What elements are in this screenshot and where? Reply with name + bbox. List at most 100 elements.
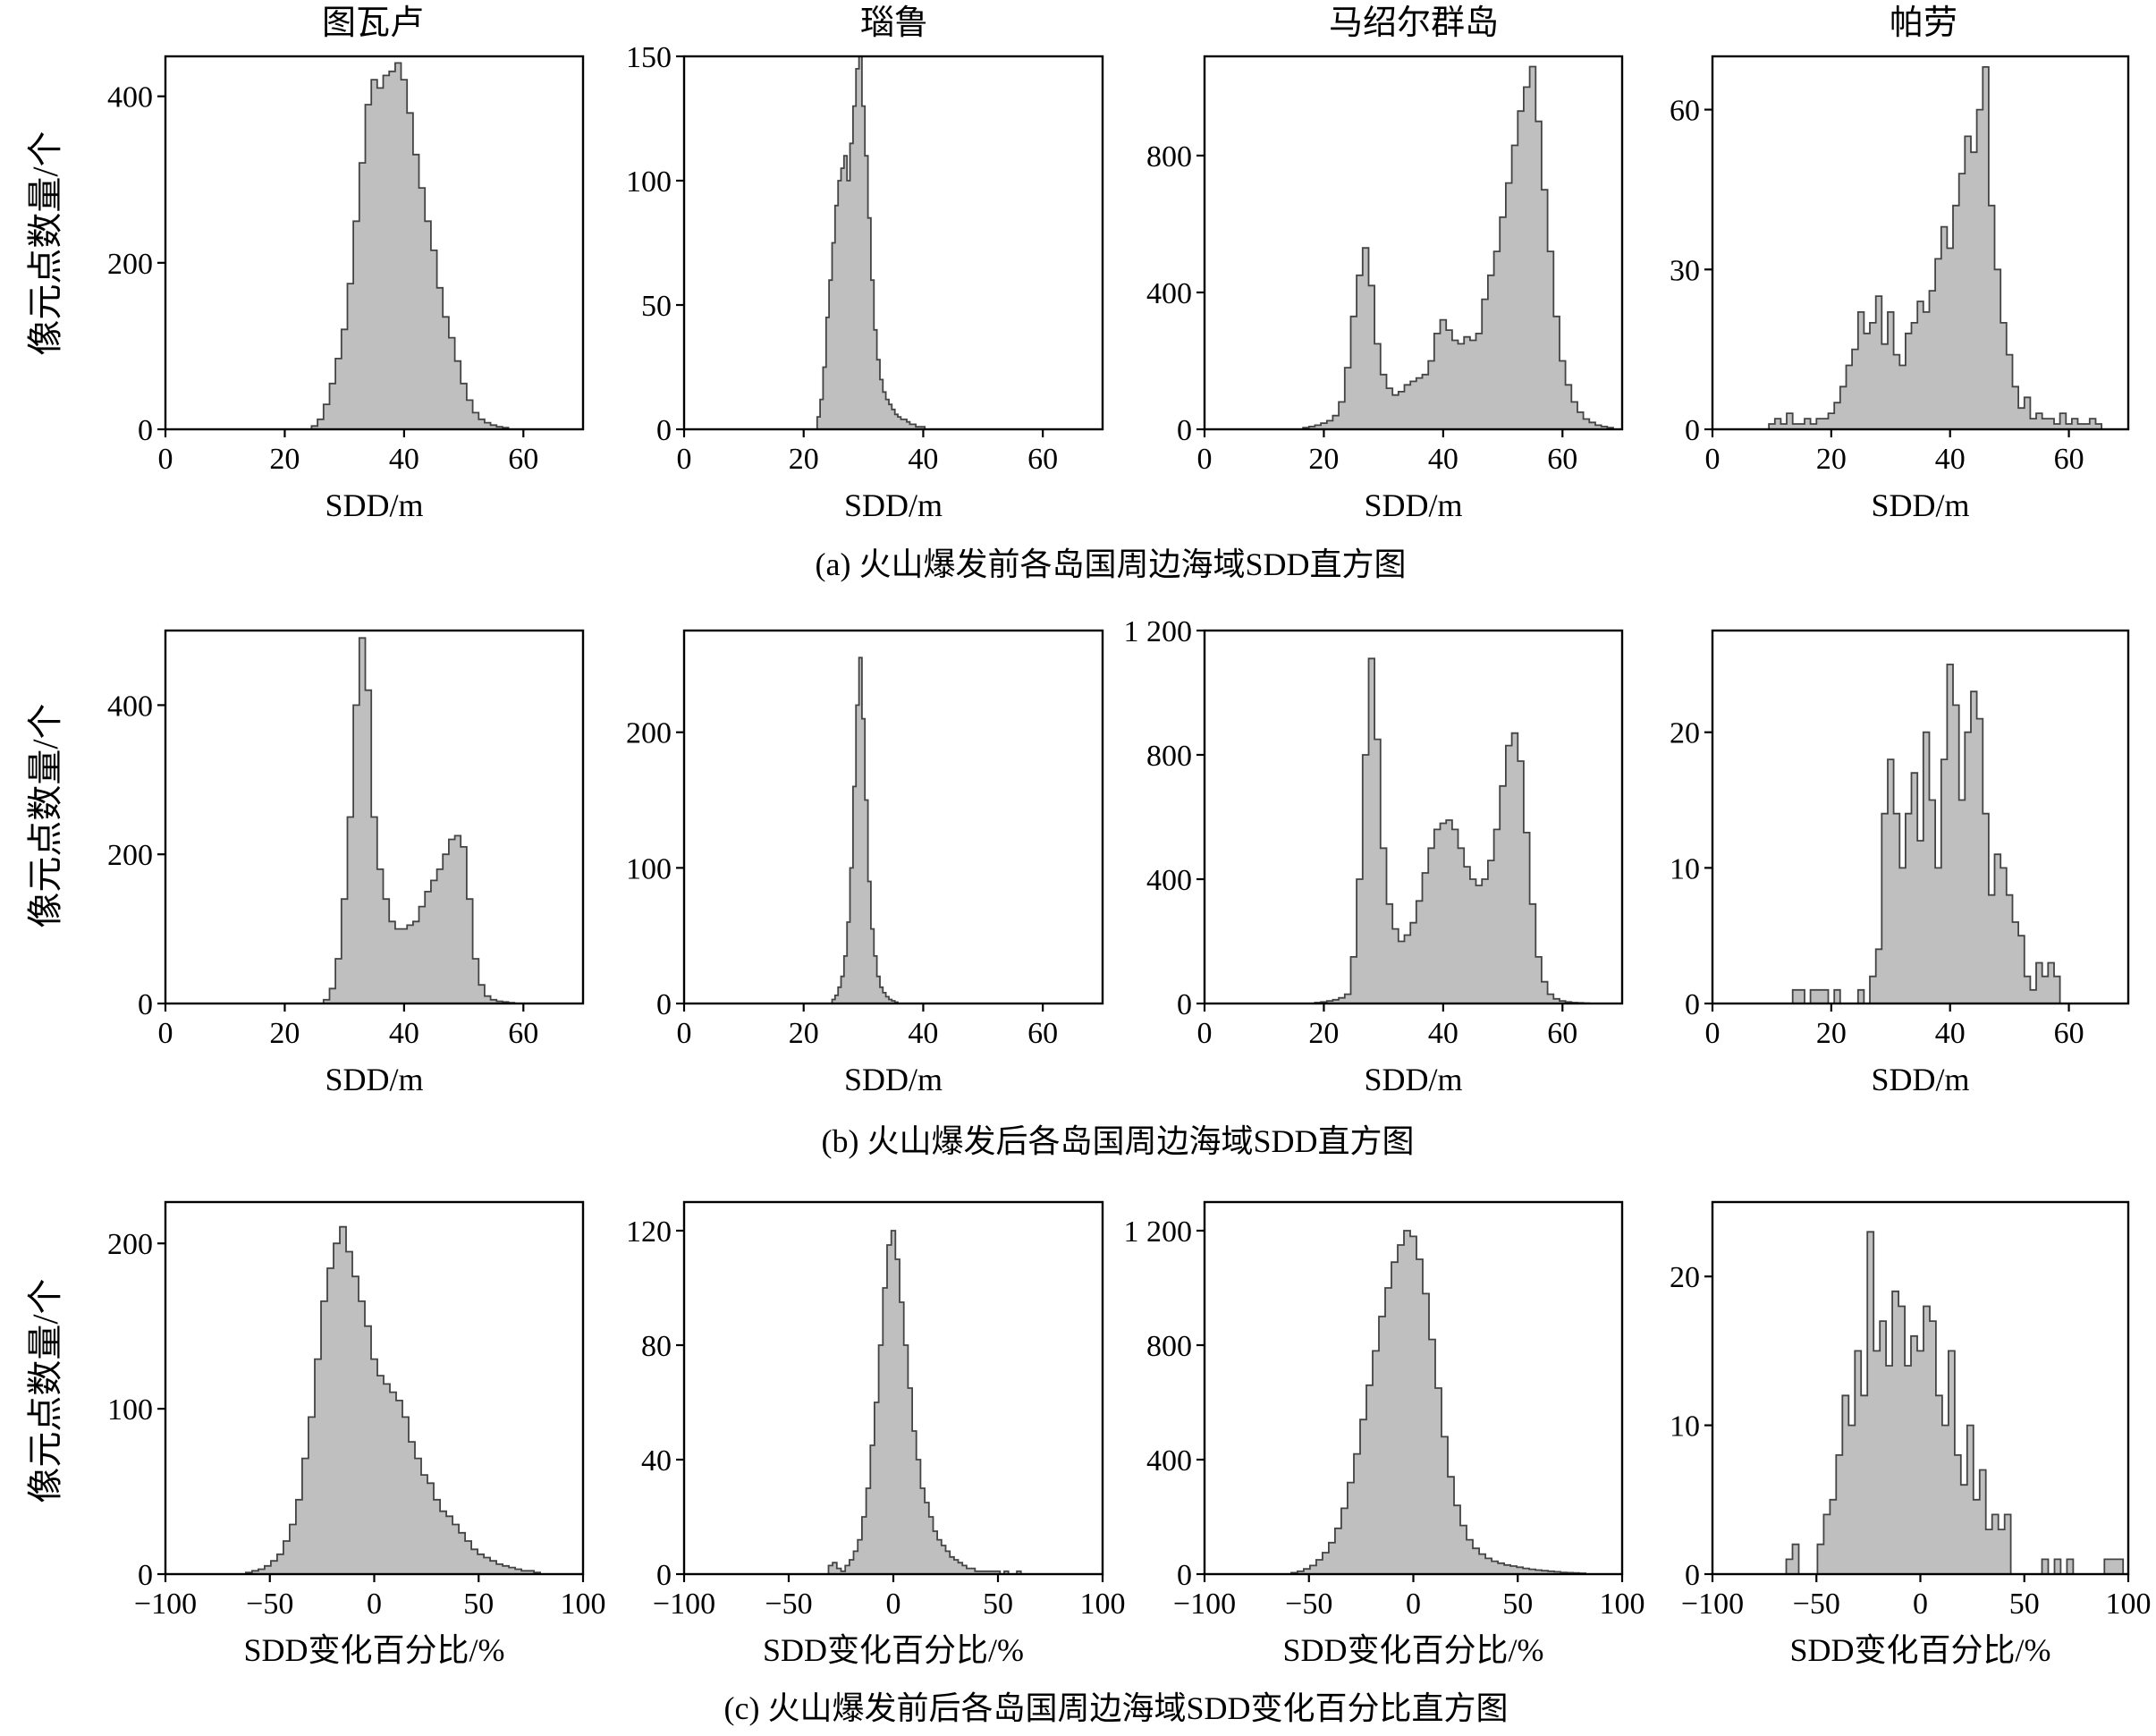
y-tick-label-b-marshall-2: 800: [1146, 740, 1192, 773]
x-tick-label-a-tuvalu-2: 40: [389, 443, 419, 476]
y-tick-label-a-tuvalu-2: 400: [107, 81, 153, 114]
panel-b-marshall: 0 20 40 60 0 400 800 1 200 SDD/m: [1124, 615, 1624, 1097]
ylabel-row-a: 像元点数量/个: [25, 131, 65, 355]
caption-row-b: (b) 火山爆发后各岛国周边海域SDD直方图: [822, 1123, 1415, 1159]
histogram-a-marshall: [1302, 65, 1614, 430]
panel-b-nauru: 0 20 40 60 0 100 200 SDD/m: [626, 629, 1104, 1097]
y-tick-label-c-palau-0: 0: [1685, 1559, 1700, 1592]
y-tick-label-c-palau-2: 20: [1670, 1261, 1700, 1294]
x-tick-label-a-tuvalu-0: 0: [158, 443, 173, 476]
x-axis-label-c-palau: SDD变化百分比/%: [1789, 1632, 2050, 1668]
plot-frame-b-nauru: [682, 629, 1104, 1005]
x-tick-label-c-marshall-1: −50: [1285, 1588, 1332, 1621]
plot-frame-a-marshall: [1203, 55, 1624, 431]
x-tick-label-b-nauru-3: 60: [1027, 1017, 1058, 1050]
y-tick-label-c-marshall-3: 1 200: [1124, 1215, 1193, 1249]
y-tick-label-a-nauru-3: 150: [626, 41, 672, 74]
y-tick-label-a-palau-2: 60: [1670, 95, 1700, 128]
x-tick-label-a-tuvalu-1: 20: [269, 443, 300, 476]
x-tick-label-b-tuvalu-1: 20: [269, 1017, 300, 1050]
histogram-c-palau: [1785, 1231, 2125, 1575]
y-tick-label-b-marshall-3: 1 200: [1124, 615, 1193, 648]
ylabel-row-b: 像元点数量/个: [25, 703, 65, 927]
y-tick-label-c-marshall-0: 0: [1177, 1559, 1192, 1592]
y-tick-label-b-marshall-1: 400: [1146, 864, 1192, 897]
x-tick-label-c-marshall-3: 50: [1502, 1588, 1533, 1621]
histogram-b-marshall: [1314, 657, 1591, 1004]
x-tick-label-b-marshall-3: 60: [1547, 1017, 1577, 1050]
y-tick-label-a-marshall-2: 800: [1146, 140, 1192, 174]
x-tick-label-a-nauru-3: 60: [1027, 443, 1058, 476]
x-axis-label-c-marshall: SDD变化百分比/%: [1282, 1632, 1543, 1668]
y-tick-label-a-marshall-1: 400: [1146, 277, 1192, 310]
col-title-tuvalu: 图瓦卢: [322, 4, 424, 42]
x-tick-label-c-tuvalu-4: 100: [561, 1588, 606, 1621]
x-tick-label-a-marshall-0: 0: [1197, 443, 1213, 476]
y-tick-label-c-marshall-2: 800: [1146, 1330, 1192, 1363]
plot-frame-a-tuvalu: [164, 55, 585, 431]
y-tick-label-a-palau-1: 30: [1670, 254, 1700, 287]
x-tick-label-b-marshall-2: 40: [1428, 1017, 1458, 1050]
y-tick-label-c-nauru-0: 0: [656, 1559, 672, 1592]
panel-b-tuvalu: 0 20 40 60 0 200 400 SDD/m: [107, 629, 585, 1097]
x-tick-label-a-palau-2: 40: [1935, 443, 1966, 476]
plot-frame-b-tuvalu: [164, 629, 585, 1005]
panel-b-palau: 0 20 40 60 0 10 20 SDD/m: [1670, 629, 2130, 1097]
x-axis-label-b-tuvalu: SDD/m: [325, 1062, 423, 1097]
x-axis-label-a-nauru: SDD/m: [844, 487, 943, 523]
y-tick-label-b-palau-2: 20: [1670, 717, 1700, 750]
x-tick-label-c-marshall-4: 100: [1600, 1588, 1645, 1621]
x-tick-label-b-nauru-0: 0: [677, 1017, 692, 1050]
x-tick-label-c-palau-2: 0: [1913, 1588, 1928, 1621]
caption-row-a: (a) 火山爆发前各岛国周边海域SDD直方图: [816, 546, 1407, 582]
y-tick-label-c-tuvalu-0: 0: [138, 1559, 153, 1592]
x-tick-label-b-palau-0: 0: [1705, 1017, 1721, 1050]
x-tick-label-a-marshall-2: 40: [1428, 443, 1458, 476]
x-tick-label-c-nauru-4: 100: [1080, 1588, 1126, 1621]
caption-row-c: (c) 火山爆发前后各岛国周边海域SDD变化百分比直方图: [724, 1690, 1509, 1726]
x-tick-label-c-marshall-2: 0: [1406, 1588, 1421, 1621]
x-tick-label-b-marshall-1: 20: [1308, 1017, 1339, 1050]
y-tick-label-a-nauru-0: 0: [656, 414, 672, 447]
x-axis-label-b-palau: SDD/m: [1871, 1062, 1969, 1097]
y-tick-label-a-nauru-2: 100: [626, 165, 672, 199]
y-tick-label-b-tuvalu-0: 0: [138, 988, 153, 1021]
x-tick-label-c-tuvalu-2: 0: [367, 1588, 382, 1621]
histogram-b-nauru: [831, 656, 899, 1004]
y-tick-label-b-nauru-2: 200: [626, 717, 672, 750]
x-tick-label-b-marshall-0: 0: [1197, 1017, 1213, 1050]
plot-frame-a-palau: [1711, 55, 2130, 431]
y-tick-label-a-tuvalu-0: 0: [138, 414, 153, 447]
plot-frame-a-nauru: [682, 55, 1104, 431]
x-tick-label-a-nauru-1: 20: [789, 443, 819, 476]
histogram-a-palau: [1768, 66, 2102, 430]
x-tick-label-c-nauru-3: 50: [983, 1588, 1013, 1621]
y-tick-label-b-tuvalu-1: 200: [107, 839, 153, 872]
histogram-a-tuvalu: [310, 62, 510, 430]
panel-a-nauru: 0 20 40 60 0 50 100 150 SDD/m: [626, 41, 1104, 523]
panel-c-tuvalu: −100 −50 0 50 100 0 100 200 SDD变化百分比/%: [107, 1200, 606, 1668]
histogram-c-nauru: [827, 1230, 1022, 1575]
x-tick-label-b-tuvalu-3: 60: [508, 1017, 538, 1050]
x-tick-label-c-palau-0: −100: [1681, 1588, 1744, 1621]
panel-c-nauru: −100 −50 0 50 100 0 40 80 120 SDD变化百分比/%: [626, 1200, 1126, 1668]
plot-frame-b-palau: [1711, 629, 2130, 1005]
panel-c-marshall: −100 −50 0 50 100 0 400 800 1 200 SDD变化百分比/%: [1124, 1200, 1645, 1668]
y-tick-label-c-tuvalu-1: 100: [107, 1393, 153, 1427]
histogram-b-palau: [1791, 664, 2061, 1004]
col-title-marshall: 马绍尔群岛: [1329, 4, 1499, 42]
row-c-ylabel: 像元点数量/个: [25, 1278, 65, 1503]
panel-a-tuvalu: 0 20 40 60 0 200 400 SDD/m: [107, 55, 585, 523]
panel-c-palau: −100 −50 0 50 100 0 10 20 SDD变化百分比/%: [1670, 1200, 2152, 1668]
y-tick-label-a-marshall-0: 0: [1177, 414, 1192, 447]
histogram-c-tuvalu: [245, 1225, 541, 1575]
x-tick-label-c-palau-4: 100: [2106, 1588, 2152, 1621]
col-title-palau: 帕劳: [1890, 4, 1957, 42]
histogram-a-nauru: [816, 55, 926, 430]
x-tick-label-c-nauru-1: −50: [765, 1588, 812, 1621]
x-tick-label-c-palau-3: 50: [2009, 1588, 2040, 1621]
x-axis-label-c-nauru: SDD变化百分比/%: [763, 1632, 1024, 1668]
y-tick-label-b-palau-1: 10: [1670, 852, 1700, 885]
